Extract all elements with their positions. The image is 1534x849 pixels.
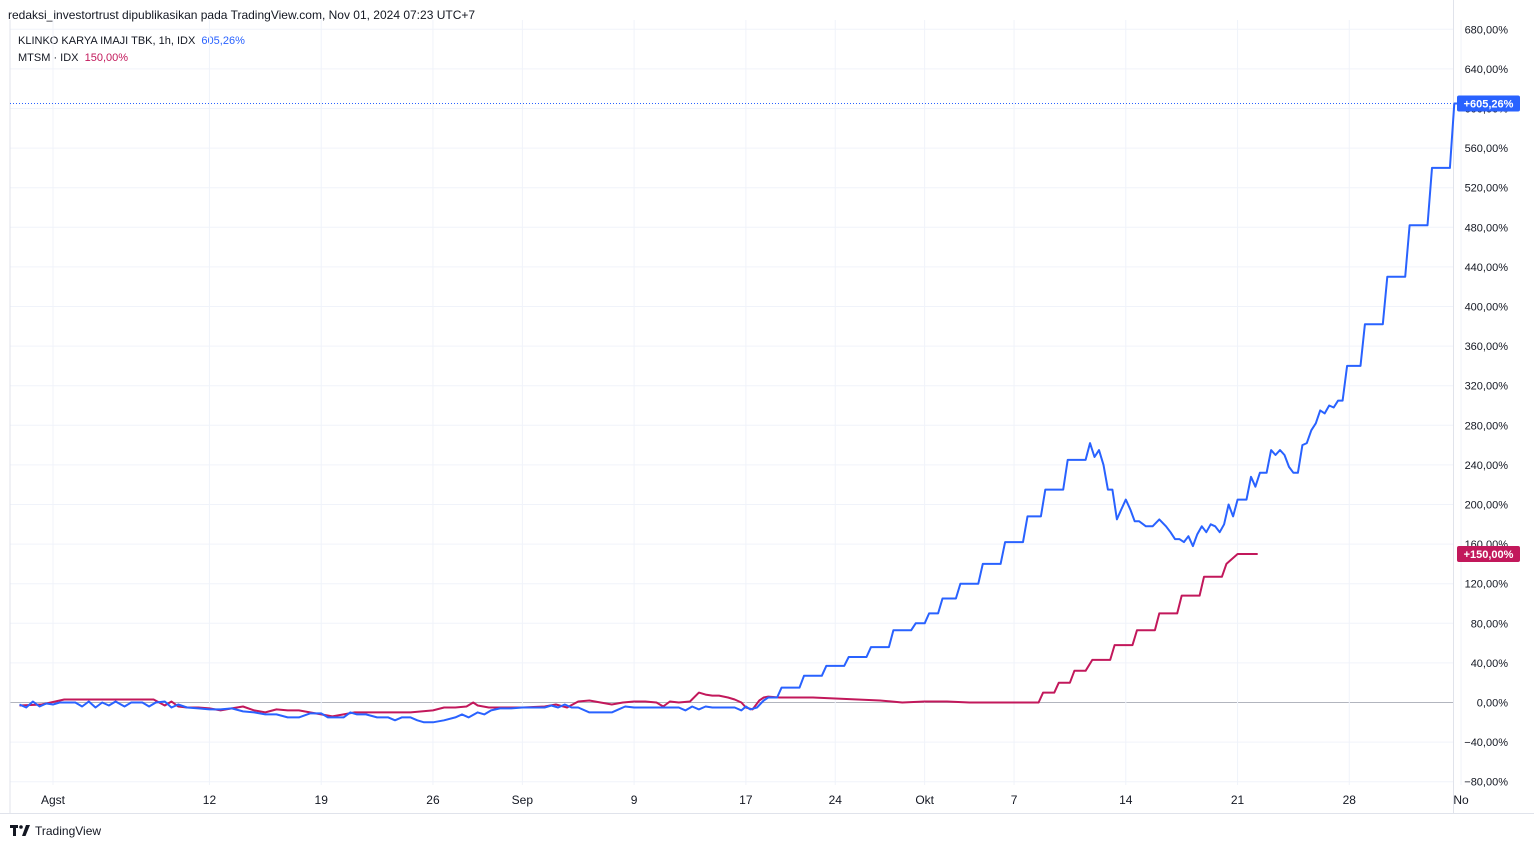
footer-brand[interactable]: TradingView [10,824,101,838]
publish-header: redaksi_investortrust dipublikasikan pad… [8,8,476,22]
legend-mtsm-name: MTSM · IDX [18,52,79,64]
legend-mtsm[interactable]: MTSM · IDX 150,00% [18,52,128,64]
last-value-label: +150,00% [1464,549,1514,561]
legend-mtsm-value: 150,00% [84,52,129,64]
xtick-label: 28 [1343,793,1357,807]
last-value-badge [1457,546,1520,562]
series-line-0 [19,102,1473,724]
grid-layer [10,20,1462,785]
xtick-label: 9 [631,793,638,807]
series-line-1 [19,553,1258,718]
xtick-label: 21 [1231,793,1245,807]
ytick-label: 120,00% [1465,579,1509,591]
footer-brand-text: TradingView [35,824,102,838]
tradingview-logo-icon [10,825,30,836]
xtick-label: 24 [829,793,843,807]
ytick-label: 560,00% [1465,143,1509,155]
xtick-label: 26 [426,793,440,807]
xtick-label: Agst [41,793,66,807]
ytick-label: 520,00% [1465,183,1509,195]
last-value-label: +605,26% [1464,99,1514,111]
xtick-label: 19 [315,793,329,807]
ytick-label: 360,00% [1465,341,1509,353]
ytick-label: 440,00% [1465,262,1509,274]
last-value-badge [1457,95,1520,112]
xtick-label: 14 [1119,793,1133,807]
ytick-label: 480,00% [1465,222,1509,234]
axis-layer: 680,00%640,00%600,00%560,00%520,00%480,0… [0,0,1534,814]
ytick-label: 200,00% [1465,500,1509,512]
badge-layer: +605,26% +150,00% [1457,95,1520,562]
ytick-label: 320,00% [1465,381,1509,393]
xtick-label: 17 [739,793,753,807]
series-layer [10,102,1473,724]
ytick-label: 80,00% [1471,618,1509,630]
xtick-label: Sep [512,793,534,807]
legend-klinko-value: 605,26% [201,35,245,47]
ytick-label: 0,00% [1477,698,1508,710]
ytick-label: 240,00% [1465,460,1509,472]
ytick-label: 400,00% [1465,302,1509,314]
xtick-label: No [1453,793,1469,807]
ytick-label: 640,00% [1465,64,1509,76]
xtick-label: 12 [203,793,217,807]
ytick-label: 680,00% [1465,24,1509,36]
xtick-label: Okt [915,793,934,807]
legend-klinko-name: KLINKO KARYA IMAJI TBK, 1h, IDX [18,35,196,47]
legend-klinko[interactable]: KLINKO KARYA IMAJI TBK, 1h, IDX 605,26% [18,35,245,47]
ytick-label: −40,00% [1464,737,1508,749]
ytick-label: −80,00% [1464,777,1508,789]
ytick-label: 40,00% [1471,658,1509,670]
ytick-label: 280,00% [1465,420,1509,432]
xtick-label: 7 [1011,793,1018,807]
